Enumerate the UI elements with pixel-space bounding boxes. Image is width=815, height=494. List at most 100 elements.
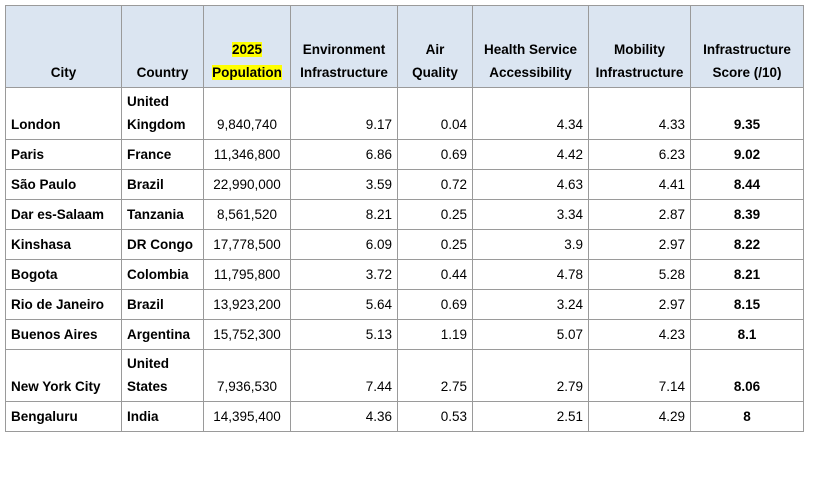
- air-quality: 0.69: [440, 297, 467, 312]
- mobility-cell: 4.23: [588, 319, 691, 350]
- country: United States: [127, 356, 169, 394]
- header-text: Environment Infrastructure: [300, 42, 388, 80]
- city-cell: Dar es-Salaam: [5, 199, 122, 230]
- score: 8.21: [733, 267, 761, 282]
- air-quality-cell: 0.72: [397, 169, 473, 200]
- population-cell: 14,395,400: [203, 401, 291, 432]
- country: India: [127, 409, 159, 424]
- country: Colombia: [127, 267, 189, 282]
- population: 8,561,520: [216, 207, 278, 222]
- column-header: Mobility Infrastructure: [588, 5, 691, 88]
- table-row: Dar es-Salaam Tanzania 8,561,520 8.21 0.25 3.…: [5, 199, 804, 230]
- mobility-cell: 7.14: [588, 349, 691, 402]
- mobility: 2.97: [658, 297, 685, 312]
- column-header: City: [5, 5, 122, 88]
- country: Brazil: [127, 177, 164, 192]
- city: São Paulo: [11, 177, 77, 192]
- mobility: 7.14: [658, 379, 685, 394]
- header-text: Infrastructure Score (/10): [703, 42, 791, 80]
- column-header: Country: [121, 5, 204, 88]
- air-quality-cell: 0.53: [397, 401, 473, 432]
- score-cell: 9.02: [690, 139, 804, 170]
- table-row: São Paulo Brazil 22,990,000 3.59 0.72 4.63 4.4…: [5, 169, 804, 200]
- mobility: 6.23: [658, 147, 685, 162]
- mobility-cell: 2.97: [588, 229, 691, 260]
- city-cell: New York City: [5, 349, 122, 402]
- population-cell: 7,936,530: [203, 349, 291, 402]
- population: 17,778,500: [213, 237, 281, 252]
- table-body: London United Kingdom 9,840,740 9.17 0.04 4.3…: [5, 87, 804, 432]
- country-cell: DR Congo: [121, 229, 204, 260]
- city: Paris: [11, 147, 45, 162]
- health-service-cell: 5.07: [472, 319, 589, 350]
- population: 7,936,530: [216, 379, 278, 394]
- mobility: 4.33: [658, 117, 685, 132]
- header-text: 2025 Population: [212, 42, 282, 80]
- score-cell: 8.06: [690, 349, 804, 402]
- environment-cell: 4.36: [290, 401, 398, 432]
- mobility: 2.97: [658, 237, 685, 252]
- population: 15,752,300: [213, 327, 281, 342]
- mobility-cell: 4.41: [588, 169, 691, 200]
- health-service: 4.42: [556, 147, 583, 162]
- health-service: 3.24: [556, 297, 583, 312]
- column-header: Air Quality: [397, 5, 473, 88]
- mobility: 4.41: [658, 177, 685, 192]
- score: 8.22: [733, 237, 761, 252]
- environment: 5.13: [365, 327, 392, 342]
- city: Kinshasa: [11, 237, 72, 252]
- table-row: Paris France 11,346,800 6.86 0.69 4.42 6.23 9.0…: [5, 139, 804, 170]
- health-service-cell: 4.78: [472, 259, 589, 290]
- score-cell: 8.44: [690, 169, 804, 200]
- table-row: New York City United States 7,936,530 7.44 2…: [5, 349, 804, 402]
- country: DR Congo: [127, 237, 193, 252]
- air-quality: 1.19: [440, 327, 467, 342]
- health-service: 2.79: [556, 379, 583, 394]
- country: Argentina: [127, 327, 191, 342]
- city-cell: London: [5, 87, 122, 140]
- mobility: 4.29: [658, 409, 685, 424]
- score: 9.35: [733, 117, 761, 132]
- health-service-cell: 3.9: [472, 229, 589, 260]
- air-quality-cell: 2.75: [397, 349, 473, 402]
- city: Bogota: [11, 267, 58, 282]
- population: 13,923,200: [213, 297, 281, 312]
- city: Buenos Aires: [11, 327, 98, 342]
- air-quality: 0.25: [440, 237, 467, 252]
- column-header: 2025 Population: [203, 5, 291, 88]
- environment-cell: 8.21: [290, 199, 398, 230]
- environment-cell: 5.13: [290, 319, 398, 350]
- country: Tanzania: [127, 207, 184, 222]
- data-table: City Country 2025 Population Environment In…: [5, 5, 804, 432]
- air-quality-cell: 0.69: [397, 139, 473, 170]
- mobility-cell: 2.87: [588, 199, 691, 230]
- environment-cell: 3.72: [290, 259, 398, 290]
- city-cell: Bogota: [5, 259, 122, 290]
- score-cell: 8.22: [690, 229, 804, 260]
- air-quality: 0.04: [440, 117, 467, 132]
- health-service-cell: 4.34: [472, 87, 589, 140]
- country: United Kingdom: [127, 94, 186, 132]
- population: 22,990,000: [213, 177, 281, 192]
- header-text: Health Service Accessibility: [483, 42, 578, 80]
- score: 8: [743, 409, 751, 424]
- city-cell: Paris: [5, 139, 122, 170]
- health-service-cell: 4.42: [472, 139, 589, 170]
- environment-cell: 6.09: [290, 229, 398, 260]
- score: 9.02: [733, 147, 761, 162]
- health-service: 3.9: [564, 237, 583, 252]
- country-cell: France: [121, 139, 204, 170]
- air-quality-cell: 0.44: [397, 259, 473, 290]
- city-cell: Buenos Aires: [5, 319, 122, 350]
- city: Rio de Janeiro: [11, 297, 105, 312]
- city: New York City: [11, 379, 101, 394]
- population: 14,395,400: [213, 409, 281, 424]
- country: France: [127, 147, 172, 162]
- environment: 7.44: [365, 379, 392, 394]
- table-row: Bogota Colombia 11,795,800 3.72 0.44 4.78 5.28…: [5, 259, 804, 290]
- country-cell: Tanzania: [121, 199, 204, 230]
- city: London: [11, 117, 61, 132]
- health-service: 5.07: [556, 327, 583, 342]
- city-cell: Kinshasa: [5, 229, 122, 260]
- health-service: 3.34: [556, 207, 583, 222]
